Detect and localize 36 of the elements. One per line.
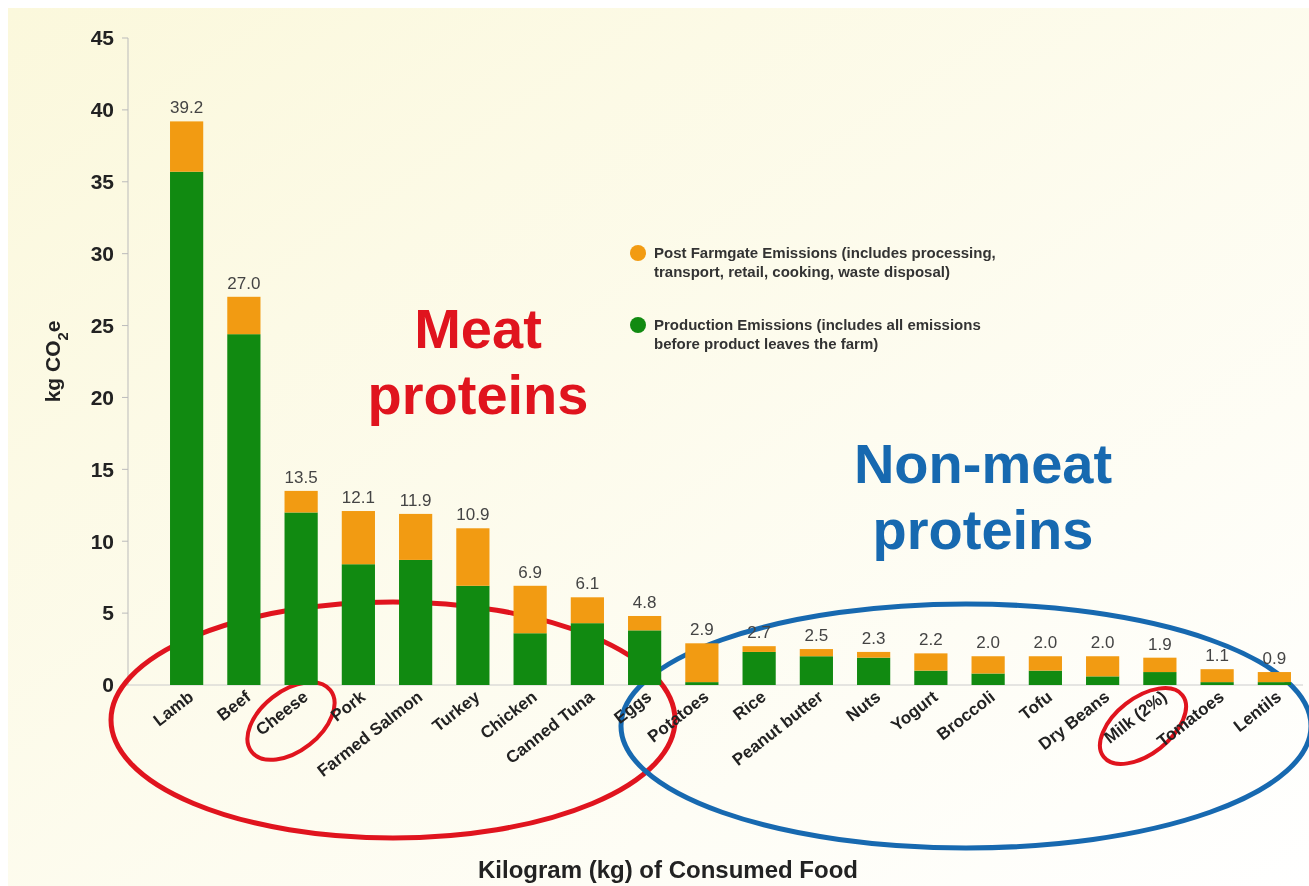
- total-label: 2.0: [1033, 633, 1058, 653]
- total-label: 39.2: [170, 98, 204, 118]
- total-label: 6.1: [575, 574, 600, 594]
- x-axis-title: Kilogram (kg) of Consumed Food: [478, 856, 858, 883]
- total-label: 6.9: [518, 562, 542, 582]
- total-label: 4.8: [632, 592, 657, 612]
- y-tick-label: 5: [102, 601, 115, 625]
- total-label: 12.1: [341, 488, 375, 508]
- y-tick-label: 25: [90, 313, 115, 337]
- y-tick-label: 20: [90, 385, 114, 409]
- y-tick-label: 35: [90, 170, 115, 194]
- legend-label: Production Emissions (includes all emissions before product leaves the farm): [654, 316, 981, 352]
- total-label: 13.5: [284, 467, 318, 487]
- annotation: Non-meat proteins: [853, 432, 1113, 561]
- legend-label: Post Farmgate Emissions (includes processing, transport, retail, cooking, waste disposal): [654, 244, 996, 280]
- total-label: 2.0: [976, 633, 1000, 653]
- x-tick-label: Tofu: [1016, 687, 1056, 725]
- x-tick-label: Rice: [729, 687, 770, 725]
- total-label: 10.9: [456, 505, 490, 525]
- y-tick-label: 10: [90, 529, 114, 553]
- total-label: 11.9: [399, 490, 432, 510]
- total-label: 0.9: [1262, 649, 1287, 669]
- annotation: Meat proteins: [367, 297, 589, 426]
- y-tick-label: 45: [90, 26, 115, 50]
- total-label: 2.5: [804, 626, 829, 646]
- total-label: 2.9: [690, 620, 714, 640]
- y-tick-label: 0: [102, 673, 114, 697]
- total-label: 2.0: [1090, 633, 1115, 653]
- total-label: 2.2: [919, 630, 943, 650]
- total-label: 27.0: [227, 273, 261, 293]
- total-label: 2.3: [861, 628, 886, 648]
- total-label: 1.9: [1148, 634, 1172, 654]
- total-label: 1.1: [1205, 646, 1229, 666]
- y-tick-label: 40: [90, 98, 114, 122]
- y-tick-label: 15: [90, 457, 115, 481]
- y-tick-label: 30: [90, 242, 114, 266]
